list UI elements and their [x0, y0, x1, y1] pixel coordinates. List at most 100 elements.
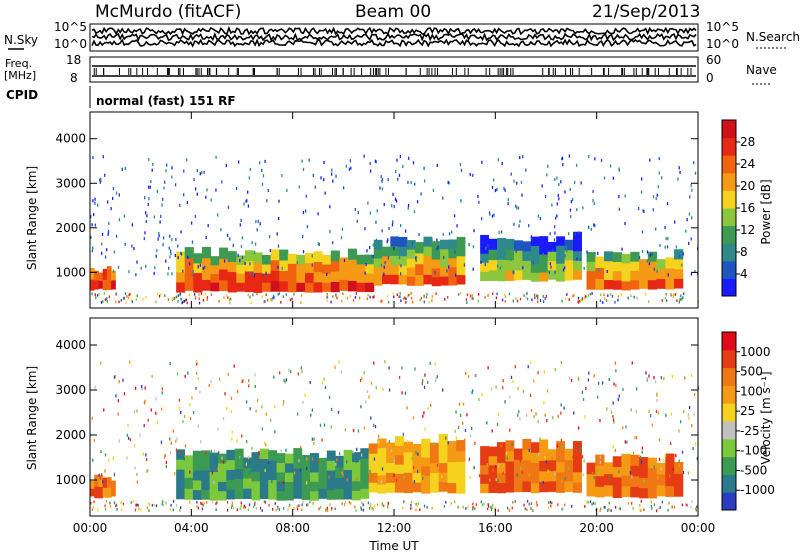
echo-cell: [296, 282, 306, 292]
sparse-echo: [518, 224, 520, 228]
near-range-echo: [409, 507, 412, 511]
echo-cell: [276, 471, 286, 482]
near-range-echo: [410, 500, 413, 504]
near-range-echo: [381, 503, 383, 507]
sparse-echo: [624, 440, 626, 444]
echo-cell: [415, 263, 424, 276]
echo-cell: [322, 282, 332, 292]
sparse-echo: [658, 171, 660, 175]
sparse-echo: [552, 248, 554, 252]
sparse-echo: [643, 479, 645, 483]
sparse-echo: [186, 200, 189, 205]
sparse-echo: [558, 182, 560, 187]
sparse-echo: [231, 437, 233, 441]
sparse-echo: [144, 231, 146, 235]
echo-cell: [505, 460, 515, 472]
echo-cell: [412, 463, 422, 474]
sparse-echo: [537, 214, 540, 218]
near-range-echo: [228, 298, 231, 301]
sparse-echo: [253, 273, 255, 277]
near-range-echo: [296, 507, 299, 511]
echo-cell: [403, 462, 413, 473]
sparse-echo: [375, 386, 377, 390]
sparse-echo: [379, 186, 381, 190]
near-range-echo: [672, 295, 675, 298]
colorbar-segment: [722, 172, 736, 191]
sparse-echo: [383, 265, 385, 269]
echo-cell: [310, 490, 319, 501]
near-range-echo: [342, 292, 344, 296]
sparse-echo: [465, 371, 467, 375]
sparse-echo: [92, 213, 95, 217]
sparse-echo: [510, 172, 512, 176]
near-range-echo: [605, 299, 608, 302]
near-range-echo: [116, 507, 118, 511]
near-range-echo: [301, 503, 303, 507]
echo-cell: [421, 484, 431, 494]
sparse-echo: [503, 186, 505, 190]
sparse-echo: [324, 191, 326, 195]
sparse-echo: [499, 266, 502, 270]
echo-cell: [539, 263, 549, 273]
sparse-echo: [226, 233, 229, 237]
near-range-echo: [132, 499, 135, 503]
near-range-echo: [404, 296, 406, 300]
sparse-echo: [106, 248, 108, 252]
colorbar-tick-label: -500: [740, 463, 767, 477]
near-range-echo: [186, 301, 188, 305]
sparse-echo: [494, 188, 497, 193]
sparse-echo: [197, 265, 199, 269]
sparse-echo: [551, 468, 553, 472]
sparse-echo: [330, 425, 332, 429]
sparse-echo: [342, 186, 345, 190]
sparse-echo: [678, 429, 680, 433]
sparse-echo: [436, 163, 438, 167]
near-range-echo: [636, 296, 638, 300]
echo-cell: [111, 270, 116, 281]
near-range-echo: [98, 293, 100, 296]
sparse-echo: [519, 417, 521, 421]
sparse-echo: [253, 251, 256, 255]
sparse-echo: [264, 441, 266, 445]
x-tick-label: 20:00: [579, 521, 614, 535]
echo-cell: [219, 258, 229, 270]
near-range-echo: [201, 507, 204, 511]
sparse-echo: [660, 467, 662, 471]
sparse-echo: [115, 234, 118, 238]
near-range-echo: [280, 300, 282, 304]
near-range-echo: [650, 500, 652, 504]
near-range-echo: [173, 297, 175, 301]
sparse-echo: [398, 375, 401, 380]
echo-cell: [621, 271, 631, 282]
sparse-echo: [653, 267, 656, 271]
near-range-echo: [471, 294, 473, 297]
near-range-echo: [173, 297, 176, 300]
near-range-echo: [145, 296, 147, 299]
echo-cell: [287, 272, 297, 283]
sparse-echo: [217, 427, 219, 431]
sparse-echo: [169, 249, 172, 253]
sparse-echo: [278, 371, 281, 375]
sparse-echo: [366, 249, 368, 253]
sparse-echo: [134, 466, 136, 470]
sparse-echo: [480, 260, 482, 264]
near-range-echo: [542, 295, 545, 298]
sparse-echo: [397, 177, 399, 181]
sparse-echo: [635, 409, 637, 414]
near-range-echo: [341, 299, 343, 303]
near-range-echo: [631, 502, 633, 505]
near-range-echo: [608, 508, 610, 511]
near-range-echo: [640, 509, 642, 512]
sparse-echo: [222, 460, 225, 464]
sparse-echo: [91, 249, 94, 253]
near-range-echo: [274, 502, 276, 505]
near-range-echo: [496, 292, 498, 296]
sparse-echo: [402, 164, 404, 168]
echo-cell: [90, 480, 95, 489]
echo-cell: [398, 274, 408, 285]
sparse-echo: [305, 194, 307, 198]
echo-cell: [201, 268, 211, 280]
noise-trace: [91, 32, 697, 42]
near-range-echo: [273, 296, 275, 299]
echo-cell: [270, 280, 280, 292]
